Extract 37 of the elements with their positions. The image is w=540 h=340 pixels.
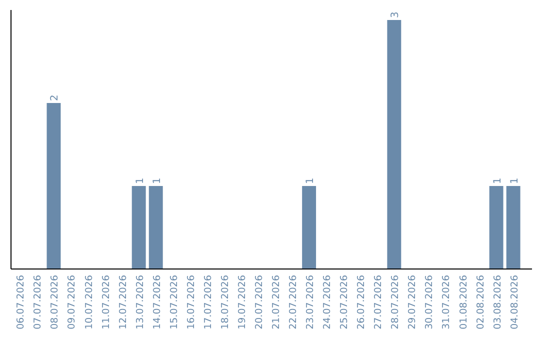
data-label: 1: [509, 178, 520, 184]
x-tick-label: 12.07.2026: [118, 275, 129, 330]
x-tick-label: 09.07.2026: [66, 275, 78, 330]
x-tick-label: 02.08.2026: [475, 275, 486, 330]
x-tick-label: 17.07.2026: [202, 275, 214, 330]
x-tick-label: 07.07.2026: [32, 275, 44, 330]
x-tick-label: 08.07.2026: [50, 275, 61, 330]
x-tick-label: 23.07.2026: [305, 275, 316, 330]
x-tick-label: 13.07.2026: [134, 275, 146, 330]
x-tick-label: 26.07.2026: [356, 275, 368, 330]
x-tick-label: 30.07.2026: [424, 275, 436, 330]
data-label: 1: [152, 178, 163, 184]
x-tick-label: 24.07.2026: [322, 275, 334, 330]
x-tick-label: 28.07.2026: [390, 275, 402, 330]
x-tick-label: 31.07.2026: [441, 275, 452, 330]
x-tick-label: 06.07.2026: [16, 275, 27, 330]
x-tick-label: 29.07.2026: [407, 275, 418, 330]
x-tick-label: 14.07.2026: [152, 275, 163, 330]
data-label: 2: [50, 94, 61, 101]
data-label: 1: [305, 178, 316, 184]
x-tick-label: 15.07.2026: [168, 275, 180, 330]
x-tick-label: 19.07.2026: [236, 275, 248, 330]
x-tick-label: 10.07.2026: [84, 275, 95, 330]
data-label: 3: [390, 12, 402, 18]
x-tick-label: 25.07.2026: [339, 275, 350, 330]
x-tick-label: 18.07.2026: [220, 275, 231, 330]
data-label: 1: [492, 178, 504, 184]
x-tick-label: 27.07.2026: [373, 275, 384, 330]
x-tick-label: 22.07.2026: [288, 275, 300, 330]
x-tick-label: 03.08.2026: [492, 275, 504, 330]
x-tick-label: 16.07.2026: [186, 275, 197, 330]
x-tick-label: 11.07.2026: [100, 275, 112, 330]
data-label: 1: [134, 178, 146, 184]
x-tick-label: 20.07.2026: [254, 275, 265, 330]
x-tick-label: 01.08.2026: [458, 275, 470, 330]
x-tick-label: 04.08.2026: [509, 275, 520, 330]
x-tick-label: 21.07.2026: [271, 275, 282, 330]
